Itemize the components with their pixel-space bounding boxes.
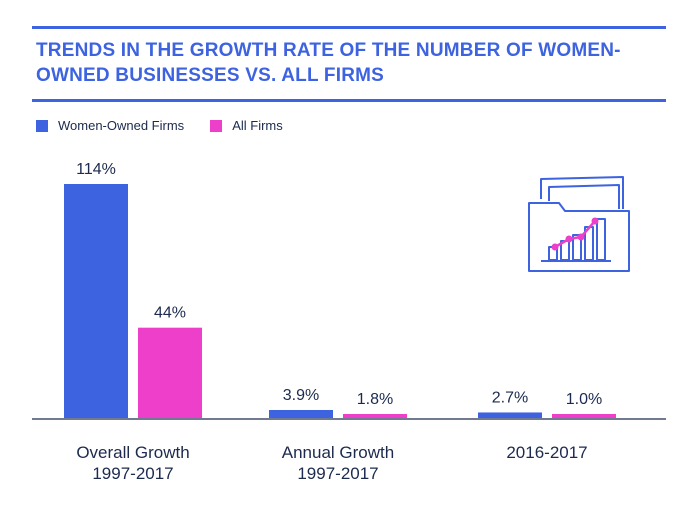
data-label-all-2: 1.0% — [566, 391, 602, 408]
legend-label-women: Women-Owned Firms — [58, 118, 185, 133]
bar-all-2 — [552, 414, 616, 418]
data-label-all-0: 44% — [154, 305, 186, 322]
legend: Women-Owned Firms All Firms — [36, 118, 309, 133]
data-label-women-0: 114% — [76, 161, 116, 178]
folder-growth-chart-icon — [528, 176, 630, 272]
chart-title: TRENDS IN THE GROWTH RATE OF THE NUMBER … — [36, 40, 621, 86]
legend-item-women: Women-Owned Firms — [36, 118, 184, 133]
bar-all-0 — [138, 327, 202, 418]
category-label-1-0: Annual Growth — [282, 443, 394, 462]
category-label-0-1: 1997-2017 — [92, 464, 173, 483]
bar-women-1 — [269, 409, 333, 418]
legend-swatch-all — [210, 119, 223, 132]
bar-women-2 — [478, 412, 542, 418]
category-label-0-0: Overall Growth — [76, 443, 189, 462]
data-label-women-2: 2.7% — [492, 389, 528, 406]
title-divider — [32, 99, 666, 102]
bar-all-1 — [343, 414, 407, 418]
data-label-all-1: 1.8% — [357, 391, 393, 408]
legend-label-all: All Firms — [232, 118, 283, 133]
data-label-women-1: 3.9% — [283, 387, 319, 404]
bar-women-0 — [64, 184, 128, 418]
category-label-1-1: 1997-2017 — [297, 464, 378, 483]
top-divider — [32, 26, 666, 29]
legend-item-all: All Firms — [210, 118, 283, 133]
legend-swatch-women — [36, 119, 48, 132]
category-label-2-0: 2016-2017 — [506, 443, 587, 462]
